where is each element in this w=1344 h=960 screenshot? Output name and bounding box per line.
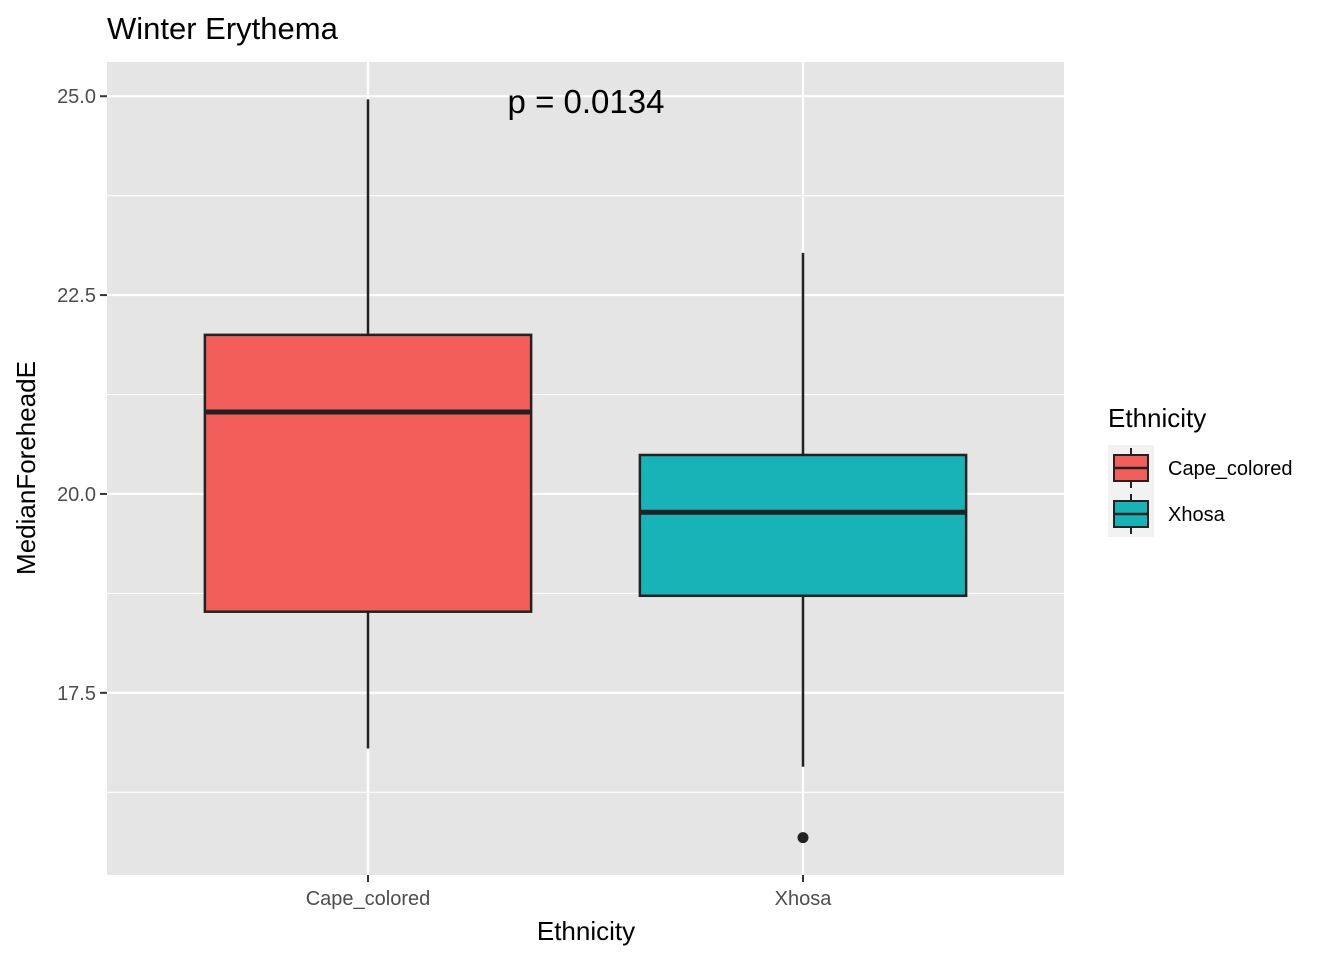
- legend-label: Cape_colored: [1168, 458, 1293, 480]
- legend-title: Ethnicity: [1108, 403, 1206, 433]
- y-tick-label: 17.5: [57, 683, 96, 705]
- legend: Ethnicity Cape_colored Xhosa: [1108, 403, 1293, 537]
- y-tick-label: 22.5: [57, 285, 96, 307]
- box-iqr: [203, 333, 533, 613]
- p-value-annotation: p = 0.0134: [508, 83, 665, 120]
- axes: 17.5 20.0 22.5 25.0 Cape_colored Xhosa: [57, 86, 832, 910]
- box-xhosa: [638, 252, 968, 844]
- box-iqr: [638, 453, 968, 598]
- x-tick-label: Xhosa: [775, 888, 833, 910]
- legend-entry-cape_colored: Cape_colored: [1108, 445, 1293, 491]
- outlier-point: [797, 832, 809, 844]
- x-axis-label: Ethnicity: [537, 916, 635, 946]
- legend-entry-xhosa: Xhosa: [1108, 491, 1226, 537]
- legend-label: Xhosa: [1168, 504, 1226, 526]
- box-cape_colored: [203, 99, 533, 749]
- x-tick-label: Cape_colored: [306, 888, 431, 910]
- y-tick-label: 20.0: [57, 484, 96, 506]
- y-axis-label: MedianForeheadE: [11, 361, 41, 575]
- chart-title: Winter Erythema: [107, 11, 339, 46]
- y-tick-label: 25.0: [57, 86, 96, 108]
- boxes: [203, 99, 968, 844]
